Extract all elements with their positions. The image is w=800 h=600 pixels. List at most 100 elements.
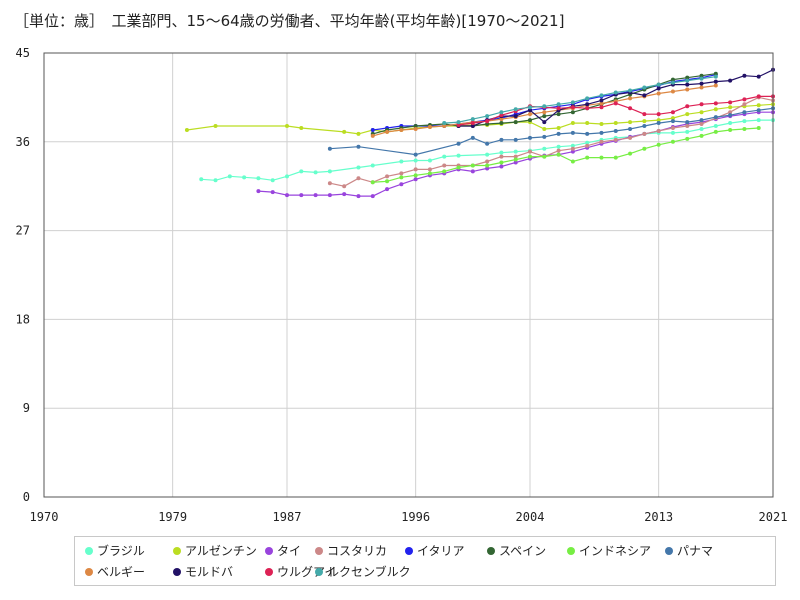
data-point (385, 179, 390, 184)
data-point (342, 184, 347, 189)
data-point (556, 148, 561, 153)
data-point (642, 146, 647, 151)
data-point (442, 124, 447, 129)
data-point (585, 106, 590, 111)
series-7 (327, 106, 775, 157)
data-point (456, 165, 461, 170)
data-point (728, 105, 733, 110)
data-point (713, 74, 718, 79)
legend-swatch (173, 546, 181, 555)
data-point (585, 96, 590, 101)
series-line (372, 73, 716, 135)
data-point (570, 121, 575, 126)
data-point (442, 163, 447, 168)
legend-swatch (315, 567, 323, 576)
series-11 (442, 74, 718, 126)
data-point (385, 174, 390, 179)
data-point (299, 169, 304, 174)
data-point (485, 141, 490, 146)
data-point (656, 112, 661, 117)
data-point (513, 160, 518, 165)
data-point (413, 173, 418, 178)
data-point (699, 118, 704, 123)
series-8 (370, 83, 718, 138)
legend-swatch (665, 546, 673, 555)
data-point (756, 108, 761, 113)
data-point (528, 154, 532, 159)
data-point (642, 131, 647, 136)
data-point (728, 110, 733, 115)
series-6 (370, 125, 761, 185)
data-point (413, 124, 418, 129)
data-point (642, 85, 647, 90)
data-point (670, 139, 675, 144)
chart-title: ［単位：歳］ 工業部門、15～64歳の労働者、平均年齢(平均年齢)[1970～2… (14, 12, 565, 30)
legend-swatch (173, 567, 181, 576)
data-point (728, 78, 733, 83)
data-point (313, 193, 318, 198)
data-point (528, 135, 532, 140)
data-point (656, 118, 661, 123)
data-point (513, 120, 518, 125)
data-point (613, 101, 618, 106)
data-point (628, 120, 633, 125)
data-point (570, 110, 575, 115)
data-point (413, 167, 418, 172)
data-point (713, 83, 718, 88)
data-point (456, 123, 461, 128)
data-point (585, 140, 590, 145)
data-point (628, 126, 633, 131)
data-point (528, 149, 532, 154)
data-point (542, 110, 547, 115)
data-point (613, 121, 618, 126)
data-point (542, 104, 547, 109)
data-point (570, 105, 575, 110)
data-point (485, 152, 490, 157)
axis-ticks: 0 9 18 27 36 45 1970 1979 1987 1996 2004 2013 2021 (16, 46, 788, 524)
data-point (542, 134, 547, 139)
data-point (699, 122, 704, 127)
data-point (513, 107, 518, 112)
x-tick-label: 1996 (401, 510, 430, 524)
series-line (329, 96, 774, 187)
plot-frame (43, 52, 774, 498)
legend: ブラジル アルゼンチン タイ コスタリカ イタリア スペイン インドネシア パナマ ベルギー モル… (74, 536, 776, 586)
legend-swatch (265, 567, 273, 576)
data-point (485, 122, 490, 127)
data-point (470, 121, 475, 126)
data-point (356, 144, 361, 149)
data-point (385, 187, 390, 192)
data-point (213, 124, 218, 129)
data-point (742, 119, 747, 124)
data-point (670, 110, 675, 115)
data-point (699, 81, 704, 86)
data-point (713, 71, 718, 76)
data-point (499, 154, 504, 159)
data-point (756, 118, 761, 123)
data-point (742, 126, 747, 131)
data-point (728, 121, 733, 126)
data-point (585, 131, 590, 136)
data-point (470, 124, 475, 129)
data-point (713, 124, 718, 129)
data-point (656, 128, 661, 133)
data-point (485, 114, 490, 119)
data-point (370, 194, 375, 199)
data-point (342, 192, 347, 197)
data-point (670, 116, 675, 121)
data-point (599, 105, 604, 110)
data-point (685, 104, 690, 109)
data-point (399, 159, 404, 164)
data-point (327, 169, 332, 174)
series-0 (199, 118, 775, 183)
data-point (313, 170, 318, 175)
data-point (613, 137, 618, 142)
data-point (756, 125, 761, 130)
data-point (728, 113, 733, 118)
data-point (685, 112, 690, 117)
data-point (656, 121, 661, 126)
data-point (485, 166, 490, 171)
data-point (642, 112, 647, 117)
legend-item: スペイン (487, 542, 546, 559)
data-point (570, 146, 575, 151)
